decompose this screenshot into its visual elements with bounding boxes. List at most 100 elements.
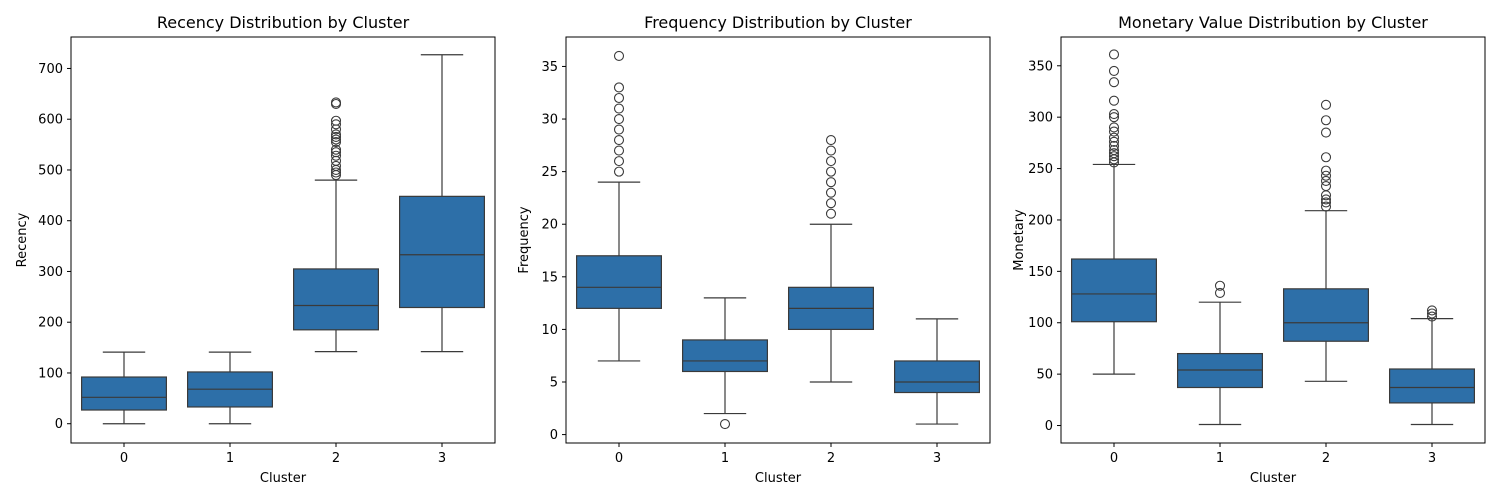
box-cluster-0 [80, 351, 168, 425]
outlier-point [1320, 152, 1332, 163]
outlier-point [1426, 311, 1438, 322]
y-tick-label: 5 [550, 375, 558, 390]
outlier-point [825, 177, 837, 188]
outlier-point [613, 92, 625, 104]
box-cluster-3 [1388, 305, 1475, 426]
outlier-point [719, 419, 731, 430]
box-cluster-2 [787, 135, 874, 383]
x-tick-label: 3 [1428, 451, 1436, 466]
outlier-point [613, 135, 625, 146]
box-iqr [575, 255, 662, 309]
outlier-point [1108, 145, 1120, 156]
y-tick-label: 150 [1028, 265, 1053, 280]
y-tick-label: 500 [38, 163, 63, 178]
axes-frame [565, 36, 991, 444]
y-tick-label: 0 [550, 428, 558, 443]
outlier-point [613, 103, 625, 114]
outlier-point [1108, 49, 1120, 60]
outlier-point [1108, 109, 1120, 120]
outlier-point [330, 147, 342, 158]
chart-title: Frequency Distribution by Cluster [644, 13, 912, 32]
chart-title: Monetary Value Distribution by Cluster [1118, 13, 1428, 32]
x-tick-label: 1 [1216, 451, 1224, 466]
outlier-point [1320, 170, 1332, 181]
box-iqr [399, 195, 486, 309]
outlier-point [1108, 126, 1120, 137]
outlier-point [1320, 175, 1332, 186]
y-tick-label: 200 [38, 316, 63, 331]
x-tick-label: 2 [1322, 451, 1330, 466]
outlier-point [613, 166, 625, 177]
box-iqr [1282, 288, 1369, 342]
y-tick-label: 400 [38, 214, 63, 229]
axes-frame [1060, 36, 1486, 444]
outlier-point [1214, 287, 1226, 298]
outlier-point [1108, 136, 1120, 147]
x-tick-label: 2 [827, 451, 835, 466]
outlier-point [330, 160, 342, 171]
outlier-point [330, 150, 342, 161]
outlier-point [1214, 280, 1226, 291]
y-tick-label: 200 [1028, 213, 1053, 228]
outlier-point [1108, 132, 1120, 143]
outlier-point [1320, 165, 1332, 176]
outlier-point [1320, 180, 1332, 192]
outlier-point [825, 208, 837, 219]
y-axis-label: Recency [15, 212, 30, 267]
y-tick-label: 50 [1036, 368, 1053, 383]
y-tick-label: 20 [541, 218, 558, 233]
box-iqr [1388, 368, 1475, 404]
box-cluster-2 [1282, 99, 1369, 382]
box-iqr [293, 268, 380, 331]
y-tick-label: 25 [541, 165, 558, 180]
box-iqr [893, 360, 980, 394]
outlier-point [613, 50, 625, 61]
y-tick-label: 35 [541, 60, 558, 75]
x-tick-label: 3 [438, 451, 446, 466]
y-tick-label: 15 [541, 270, 558, 285]
chart-panel-2: Monetary Value Distribution by Cluster 0 5… [1012, 13, 1486, 486]
box-cluster-0 [575, 50, 662, 362]
y-tick-label: 0 [55, 417, 63, 432]
y-tick-label: 250 [1028, 162, 1053, 177]
outlier-point [1108, 77, 1120, 88]
y-tick-label: 700 [38, 62, 63, 77]
box-cluster-1 [681, 297, 768, 430]
outlier-point [825, 187, 837, 198]
x-tick-label: 3 [933, 451, 941, 466]
box-cluster-3 [893, 318, 980, 425]
outlier-point [1108, 65, 1120, 76]
outlier-point [1108, 148, 1120, 159]
box-cluster-1 [1176, 280, 1263, 426]
outlier-point [825, 156, 837, 167]
outlier-point [613, 82, 625, 93]
box-iqr [681, 339, 768, 373]
y-tick-label: 10 [541, 323, 558, 338]
x-tick-label: 0 [615, 451, 623, 466]
outlier-point [1320, 194, 1332, 205]
x-axis-label: Cluster [1250, 471, 1297, 486]
outlier-point [1320, 201, 1332, 212]
outlier-point [330, 131, 342, 143]
box-cluster-3 [399, 54, 486, 353]
outlier-point [825, 166, 837, 177]
box-cluster-2 [293, 97, 380, 353]
outlier-point [613, 113, 625, 125]
outlier-point [1426, 305, 1438, 316]
outlier-point [613, 156, 625, 167]
box-iqr [1070, 258, 1157, 323]
outlier-point [1320, 197, 1332, 208]
x-tick-label: 0 [120, 451, 128, 466]
x-tick-label: 1 [226, 451, 234, 466]
y-axis-label: Frequency [517, 206, 532, 273]
outlier-point [330, 167, 342, 178]
x-tick-label: 2 [332, 451, 340, 466]
y-tick-label: 300 [1028, 111, 1053, 126]
outlier-point [330, 155, 342, 166]
outlier-point [613, 124, 625, 135]
outlier-point [825, 198, 837, 209]
y-tick-label: 100 [1028, 316, 1053, 331]
outlier-point [330, 115, 342, 126]
y-tick-label: 100 [38, 366, 63, 381]
